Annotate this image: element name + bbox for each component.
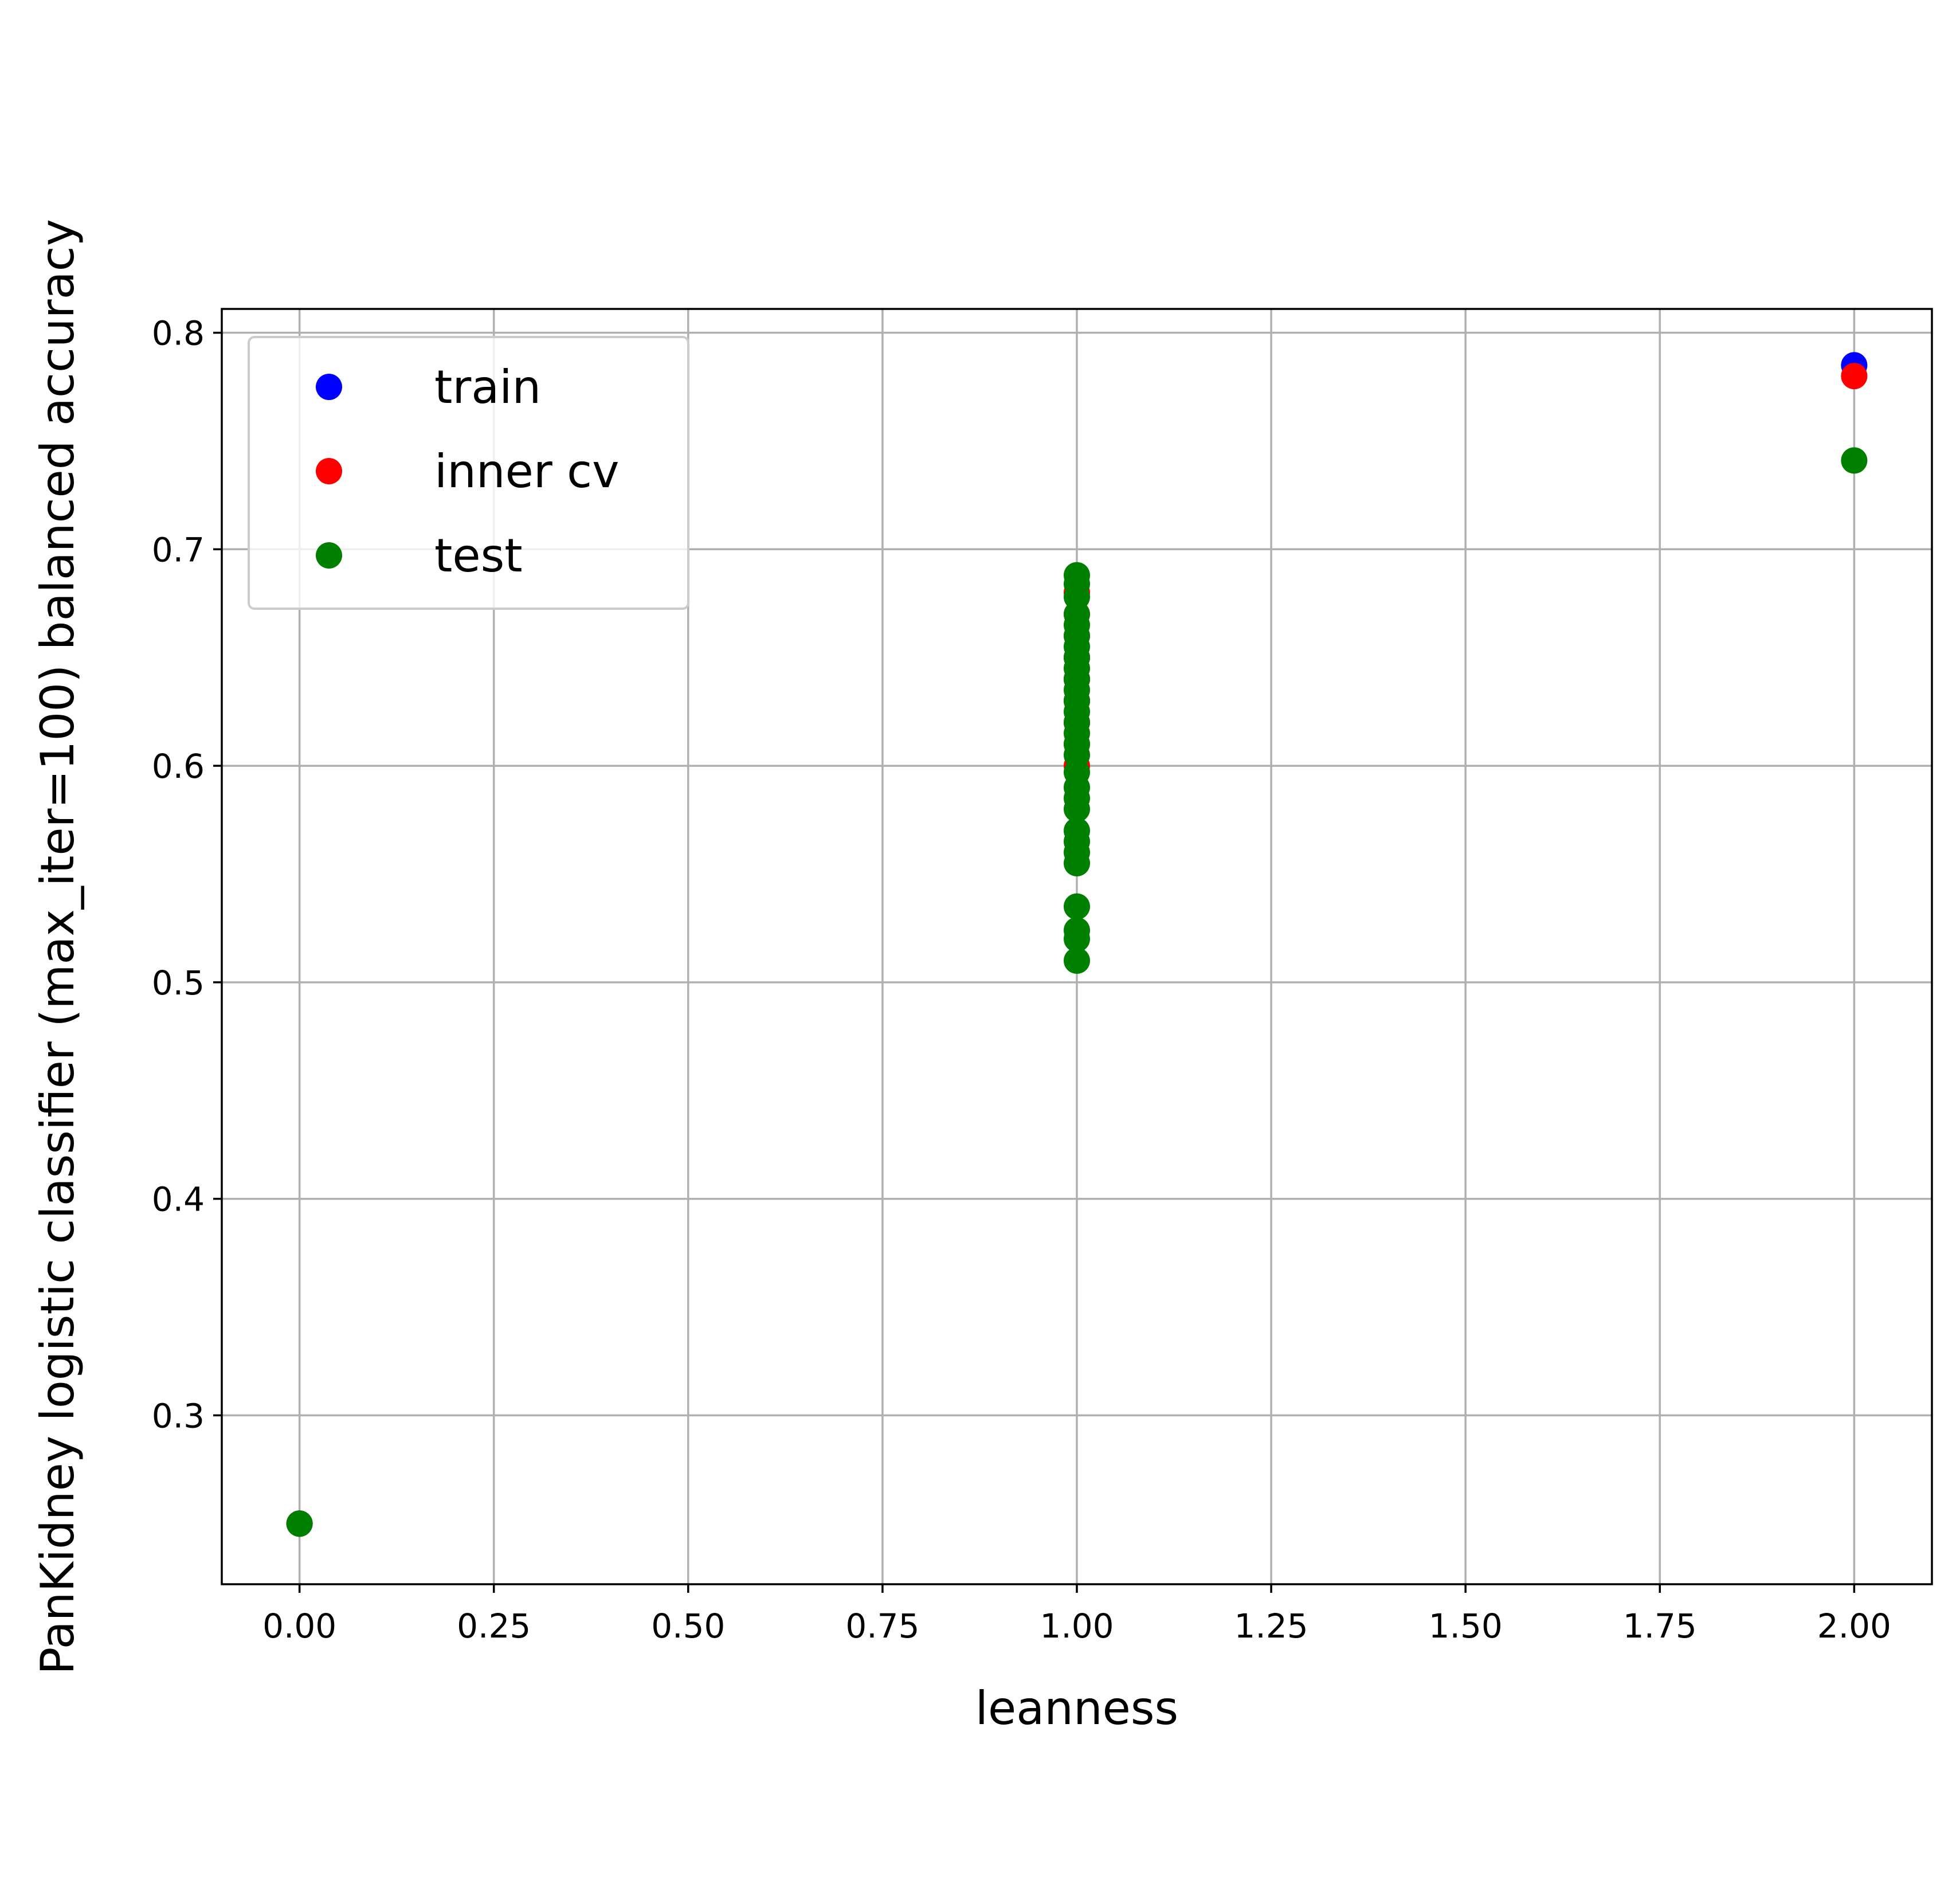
data-point bbox=[1064, 917, 1090, 944]
x-axis-ticks: 0.00 0.25 0.50 0.75 1.00 1.25 1.50 1.75 2.00 bbox=[262, 1584, 1891, 1646]
x-tick-label: 0.50 bbox=[651, 1607, 725, 1646]
y-tick-label: 0.4 bbox=[152, 1180, 205, 1219]
legend-marker bbox=[316, 458, 342, 484]
y-tick-label: 0.5 bbox=[152, 963, 205, 1002]
legend-label: inner cv bbox=[434, 445, 620, 498]
y-axis-label: PanKidney logistic classifier (max_iter=… bbox=[31, 219, 84, 1675]
y-tick-label: 0.8 bbox=[152, 314, 205, 353]
data-point bbox=[1064, 562, 1090, 589]
legend-items: train inner cv test bbox=[316, 361, 620, 582]
legend-marker bbox=[316, 542, 342, 569]
y-tick-label: 0.7 bbox=[152, 530, 205, 569]
x-tick-label: 2.00 bbox=[1817, 1607, 1891, 1646]
x-tick-label: 1.50 bbox=[1429, 1607, 1503, 1646]
x-axis-label: leanness bbox=[975, 1682, 1178, 1735]
legend-label: train bbox=[434, 361, 541, 414]
data-point bbox=[286, 1510, 313, 1537]
legend-marker bbox=[316, 374, 342, 400]
legend-box bbox=[248, 336, 689, 610]
data-point bbox=[1064, 947, 1090, 974]
x-tick-label: 0.25 bbox=[457, 1607, 531, 1646]
legend: train inner cv test bbox=[248, 336, 689, 610]
data-point bbox=[1064, 893, 1090, 920]
data-point bbox=[1064, 817, 1090, 844]
y-tick-label: 0.3 bbox=[152, 1396, 205, 1435]
x-tick-label: 0.00 bbox=[262, 1607, 336, 1646]
x-tick-label: 1.25 bbox=[1234, 1607, 1308, 1646]
data-point bbox=[1841, 447, 1868, 474]
data-points bbox=[286, 352, 1868, 1537]
series-test bbox=[286, 447, 1868, 1537]
legend-label: test bbox=[434, 529, 523, 582]
x-tick-label: 1.00 bbox=[1040, 1607, 1114, 1646]
x-tick-label: 1.75 bbox=[1623, 1607, 1697, 1646]
y-tick-label: 0.6 bbox=[152, 747, 205, 786]
y-axis-ticks: 0.3 0.4 0.5 0.6 0.7 0.8 bbox=[152, 314, 222, 1435]
x-tick-label: 0.75 bbox=[845, 1607, 919, 1646]
data-point bbox=[1841, 363, 1868, 390]
